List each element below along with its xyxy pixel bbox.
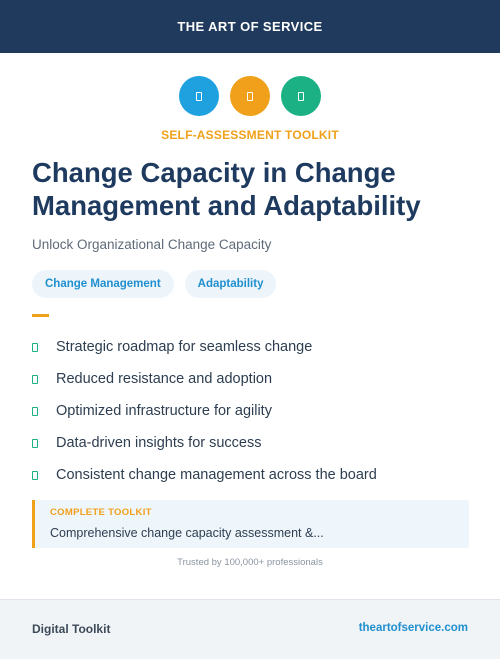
footer-label: Digital Toolkit <box>32 622 111 636</box>
eyebrow-label: SELF-ASSESSMENT TOOLKIT <box>161 128 339 142</box>
placeholder-glyph-icon <box>247 91 253 101</box>
brand-name: THE ART OF SERVICE <box>177 19 323 34</box>
check-icon <box>32 438 38 448</box>
trust-note: Trusted by 100,000+ professionals <box>177 557 323 568</box>
footer-bar: Digital Toolkit theartofservice.com <box>0 599 500 659</box>
page-title: Change Capacity in Change Management and… <box>32 157 421 221</box>
footer-website-link[interactable]: theartofservice.com <box>358 622 468 634</box>
blue-circle-icon <box>179 76 219 116</box>
green-circle-icon <box>281 76 321 116</box>
accent-divider <box>32 314 49 317</box>
tag-list: Change Management Adaptability <box>32 270 277 298</box>
feature-text: Strategic roadmap for seamless change <box>56 339 313 355</box>
feature-item: Data-driven insights for success <box>32 427 377 459</box>
check-icon <box>32 342 38 352</box>
check-icon <box>32 374 38 384</box>
callout-label: COMPLETE TOOLKIT <box>50 507 152 518</box>
feature-list: Strategic roadmap for seamless change Re… <box>32 331 377 491</box>
icon-row <box>0 76 500 116</box>
subtitle: Unlock Organizational Change Capacity <box>32 237 272 252</box>
tag-adaptability: Adaptability <box>184 270 277 298</box>
feature-text: Consistent change management across the … <box>56 467 377 483</box>
feature-text: Data-driven insights for success <box>56 435 262 451</box>
callout-text: Comprehensive change capacity assessment… <box>50 526 324 540</box>
feature-item: Reduced resistance and adoption <box>32 363 377 395</box>
feature-item: Strategic roadmap for seamless change <box>32 331 377 363</box>
placeholder-glyph-icon <box>196 91 202 101</box>
header-bar: THE ART OF SERVICE <box>0 0 500 53</box>
check-icon <box>32 470 38 480</box>
tag-change-management: Change Management <box>32 270 174 298</box>
feature-item: Consistent change management across the … <box>32 459 377 491</box>
toolkit-callout: COMPLETE TOOLKIT Comprehensive change ca… <box>32 500 469 548</box>
placeholder-glyph-icon <box>298 91 304 101</box>
check-icon <box>32 406 38 416</box>
feature-text: Reduced resistance and adoption <box>56 371 273 387</box>
feature-item: Optimized infrastructure for agility <box>32 395 377 427</box>
feature-text: Optimized infrastructure for agility <box>56 403 272 419</box>
orange-circle-icon <box>230 76 270 116</box>
